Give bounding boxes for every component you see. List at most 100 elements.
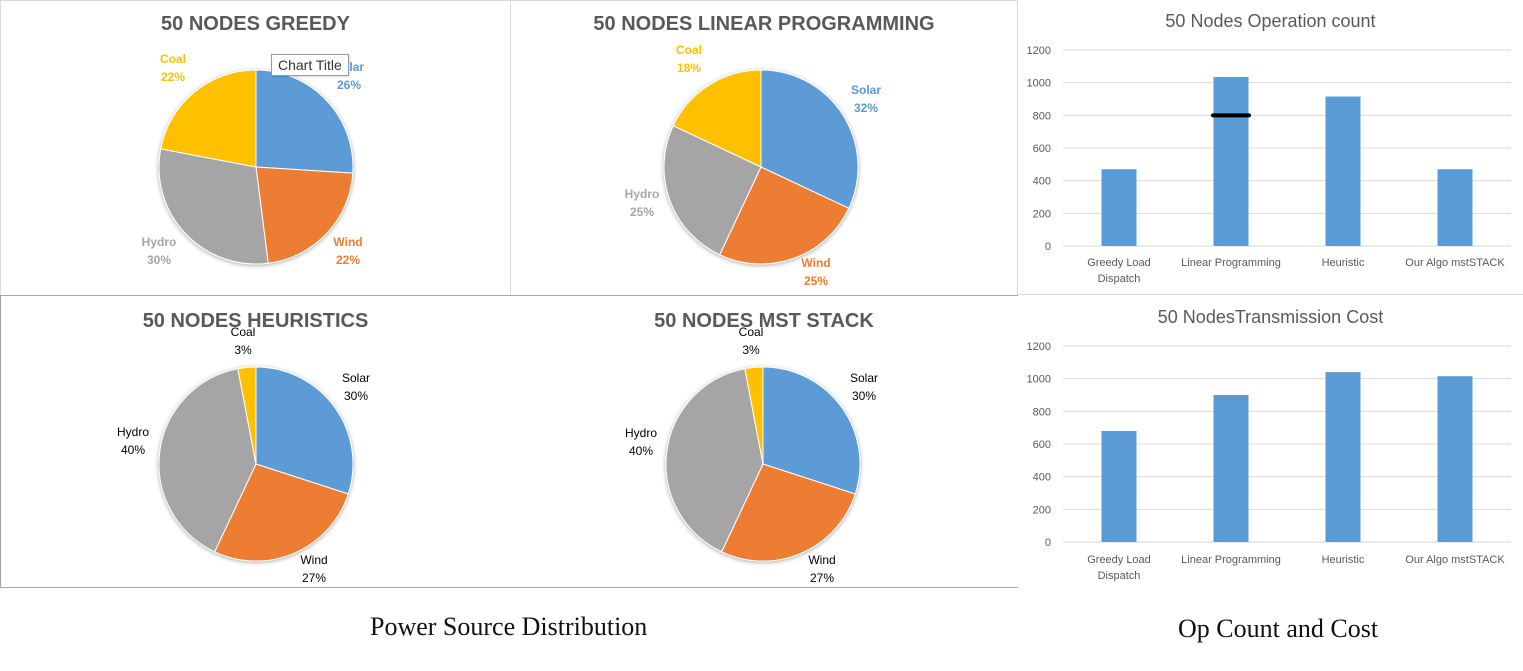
pie-label-coal: Coal	[160, 52, 186, 66]
pie-label-hydro: Hydro	[625, 426, 657, 440]
y-tick-label: 1200	[1027, 341, 1051, 353]
chart-title-tooltip: Chart Title	[271, 54, 349, 76]
bar-greedy-load-dispatch	[1101, 169, 1137, 246]
pie-slice-wind	[719, 166, 850, 265]
y-tick-label: 600	[1033, 439, 1051, 451]
pie-value-solar: 30%	[344, 389, 368, 403]
pie-slice-solar	[760, 69, 859, 209]
pie-label-hydro: Hydro	[625, 187, 660, 201]
pie-label-coal: Coal	[676, 43, 702, 57]
pie-value-solar: 32%	[854, 101, 878, 115]
pie-label-solar: Solar	[342, 371, 370, 385]
pie-slices	[665, 366, 861, 562]
bar-linear-programming	[1213, 76, 1249, 246]
bar-our-algo-mststack	[1437, 169, 1473, 246]
chart-title: 50 NODES LINEAR PROGRAMMING	[593, 13, 935, 35]
pie-value-solar: 30%	[852, 389, 876, 403]
chart-title: 50 NODES GREEDY	[161, 13, 350, 35]
pie-slice-wind	[255, 166, 354, 264]
y-tick-label: 1000	[1027, 78, 1051, 90]
pie-value-solar: 26%	[337, 78, 361, 92]
pie-chart-heuristics: Solar 30% Wind 27% Hydro 40% Coal 3%	[117, 325, 370, 585]
pie-slice-coal	[237, 366, 257, 465]
y-tick-label: 400	[1033, 472, 1051, 484]
pie-label-wind: Wind	[333, 235, 362, 249]
pie-value-hydro: 25%	[630, 205, 654, 219]
pie-value-coal: 3%	[234, 343, 252, 357]
bar-panel-operation-count: 50 Nodes Operation count 0 200 400 600 800 10…	[1018, 0, 1523, 292]
pie-label-solar: Solar	[851, 83, 881, 97]
pie-slice-hydro	[663, 125, 762, 256]
x-tick-label-linear-programming: Linear Programming	[1181, 554, 1281, 566]
bar-panel-transmission-cost: 50 NodesTransmission Cost 0 200 400 600 800 1…	[1018, 294, 1523, 588]
pie-value-wind: 22%	[336, 253, 360, 267]
pie-value-wind: 25%	[804, 274, 828, 288]
pie-panel-mst-stack: 50 NODES MST STACK Solar 30% Wind 27% Hydro 4…	[510, 295, 1018, 588]
y-tick-label: 1200	[1027, 45, 1051, 57]
pie-slice-hydro	[158, 368, 257, 553]
y-tick-label: 200	[1033, 504, 1051, 516]
pie-slice-coal	[160, 69, 257, 168]
pie-label-coal: Coal	[231, 325, 256, 339]
x-tick-label-greedy-load-dispatch: Greedy Load Dispatch	[1087, 257, 1151, 285]
pie-slice-wind	[214, 463, 349, 562]
pie-slices	[663, 69, 859, 265]
pie-value-wind: 27%	[302, 571, 326, 585]
pie-chart-mst-stack: Solar 30% Wind 27% Hydro 40% Coal 3%	[625, 325, 878, 585]
pie-value-wind: 27%	[810, 571, 834, 585]
pie-label-wind: Wind	[300, 553, 327, 567]
bar-chart-transmission-cost: 0 200 400 600 800 1000 1200 Greedy Load Dispatch…	[1027, 341, 1511, 582]
pie-panel-linear-programming: 50 NODES LINEAR PROGRAMMING Solar 32% Wind…	[510, 0, 1018, 296]
pie-chart-linear-programming: Solar 32% Wind 25% Hydro 25% Coal 18%	[625, 43, 882, 288]
caption-op-count-cost: Op Count and Cost	[1178, 614, 1379, 643]
bar-heuristic	[1325, 96, 1361, 246]
pie-panel-greedy: 50 NODES GREEDY Solar 26% Wind 22% Hydro 30% C…	[0, 0, 511, 296]
chart-title: 50 NODES MST STACK	[654, 310, 874, 332]
chart-title: 50 Nodes Operation count	[1165, 11, 1376, 31]
x-tick-label-our-algo-mststack: Our Algo mstSTACK	[1405, 257, 1505, 269]
pie-slice-hydro	[158, 148, 269, 265]
pie-slices	[158, 366, 354, 562]
pie-value-coal: 22%	[161, 70, 185, 84]
y-tick-label: 800	[1033, 110, 1051, 122]
x-tick-label-heuristic: Heuristic	[1322, 554, 1365, 566]
y-tick-label: 0	[1045, 241, 1051, 253]
bar-greedy-load-dispatch	[1101, 430, 1137, 542]
bar-our-algo-mststack	[1437, 376, 1473, 542]
chart-title: 50 NodesTransmission Cost	[1157, 307, 1384, 327]
pie-value-hydro: 30%	[147, 253, 171, 267]
bar-chart-operation-count: 0 200 400 600 800 1000 1200 Greedy Load Dispatch…	[1027, 45, 1511, 285]
pie-panel-heuristics: 50 NODES HEURISTICS Solar 30% Wind 27% Hydro…	[0, 295, 511, 588]
pie-label-coal: Coal	[739, 325, 764, 339]
pie-slice-solar	[762, 366, 861, 495]
bar-linear-programming	[1213, 395, 1249, 542]
pie-label-hydro: Hydro	[117, 425, 149, 439]
y-tick-label: 400	[1033, 176, 1051, 188]
pie-label-wind: Wind	[808, 553, 835, 567]
pie-value-coal: 3%	[742, 343, 760, 357]
x-tick-label-heuristic: Heuristic	[1322, 257, 1365, 269]
pie-value-coal: 18%	[677, 61, 701, 75]
pie-label-hydro: Hydro	[142, 235, 177, 249]
pie-slice-solar	[255, 366, 354, 495]
y-tick-label: 800	[1033, 406, 1051, 418]
bar-heuristic	[1325, 372, 1361, 542]
caption-power-source: Power Source Distribution	[370, 612, 648, 641]
y-tick-label: 1000	[1027, 374, 1051, 386]
pie-value-hydro: 40%	[121, 443, 145, 457]
pie-label-wind: Wind	[801, 256, 830, 270]
y-tick-label: 200	[1033, 208, 1051, 220]
pie-slice-hydro	[665, 368, 764, 553]
x-tick-label-linear-programming: Linear Programming	[1181, 257, 1281, 269]
pie-slice-coal	[672, 69, 762, 168]
y-tick-label: 0	[1045, 537, 1051, 549]
x-tick-label-greedy-load-dispatch: Greedy Load Dispatch	[1087, 554, 1151, 582]
pie-slices	[158, 69, 354, 265]
pie-label-solar: Solar	[850, 371, 878, 385]
x-tick-label-our-algo-mststack: Our Algo mstSTACK	[1405, 554, 1505, 566]
pie-value-hydro: 40%	[629, 444, 653, 458]
chart-title: 50 NODES HEURISTICS	[142, 310, 369, 332]
y-tick-label: 600	[1033, 143, 1051, 155]
pie-slice-coal	[744, 366, 764, 465]
